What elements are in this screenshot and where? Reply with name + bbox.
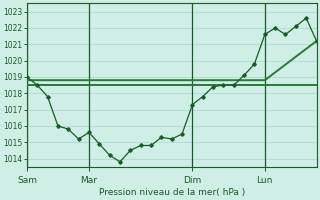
X-axis label: Pression niveau de la mer( hPa ): Pression niveau de la mer( hPa ) (99, 188, 245, 197)
